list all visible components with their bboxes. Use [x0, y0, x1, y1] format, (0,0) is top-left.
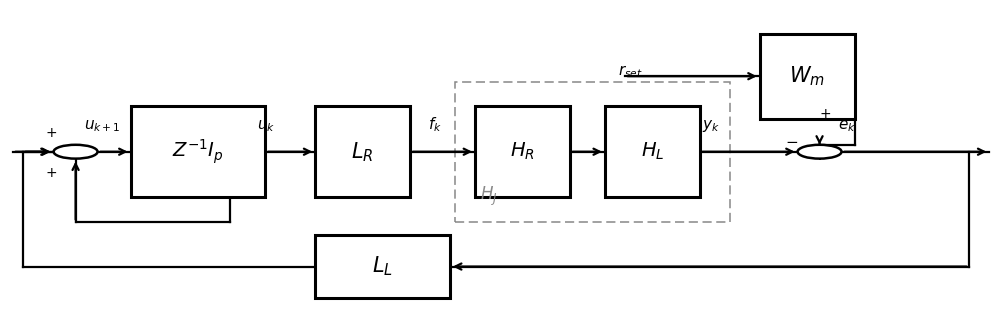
Text: $f_k$: $f_k$	[428, 116, 442, 134]
Text: $y_k$: $y_k$	[702, 118, 720, 134]
Circle shape	[54, 145, 98, 159]
FancyBboxPatch shape	[605, 106, 700, 197]
Text: $u_{k+1}$: $u_{k+1}$	[84, 119, 120, 134]
Text: $H_J$: $H_J$	[480, 185, 498, 208]
Text: $u_k$: $u_k$	[257, 119, 275, 134]
FancyBboxPatch shape	[475, 106, 570, 197]
Text: $W_m$: $W_m$	[789, 64, 825, 88]
Text: $e_k$: $e_k$	[838, 119, 855, 134]
Text: +: +	[46, 126, 57, 140]
Text: −: −	[785, 135, 798, 150]
Text: $L_L$: $L_L$	[372, 255, 393, 278]
Text: $r_{set}$: $r_{set}$	[618, 63, 643, 80]
Text: $H_L$: $H_L$	[641, 141, 664, 162]
Text: $H_R$: $H_R$	[510, 141, 535, 162]
Text: $Z^{-1}I_p$: $Z^{-1}I_p$	[172, 137, 224, 166]
Text: +: +	[820, 107, 831, 121]
FancyBboxPatch shape	[315, 235, 450, 298]
Circle shape	[798, 145, 842, 159]
FancyBboxPatch shape	[315, 106, 410, 197]
FancyBboxPatch shape	[760, 34, 855, 119]
Text: +: +	[46, 166, 57, 180]
FancyBboxPatch shape	[131, 106, 265, 197]
Text: $L_R$: $L_R$	[351, 140, 374, 163]
